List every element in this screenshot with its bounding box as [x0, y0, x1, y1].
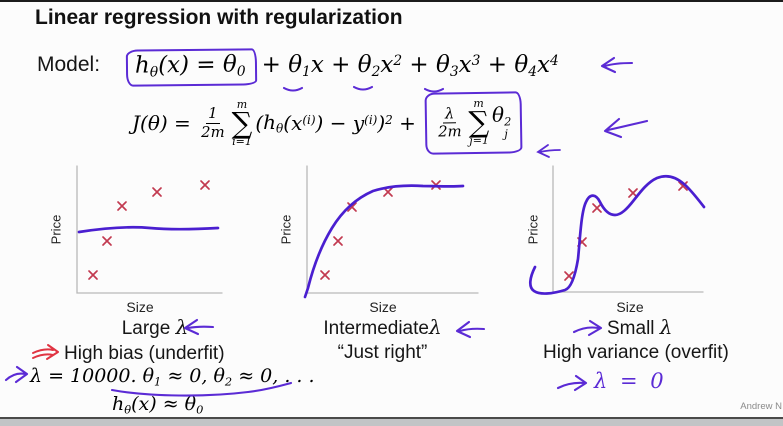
- video-top-edge: [0, 0, 783, 2]
- plot-small-lambda-canvas: [529, 165, 706, 295]
- caption-lambda-value: λ = 10000. θ1 ≈ 0, θ2 ≈ 0, . . .: [30, 365, 315, 389]
- data-point-cross: [592, 203, 602, 213]
- fitted-curve: [529, 174, 706, 295]
- caption-small-lambda: Small λ: [607, 315, 672, 340]
- data-point-cross: [628, 188, 638, 198]
- data-point-cross: [383, 187, 393, 197]
- lambda-symbol: λ: [175, 315, 189, 339]
- caption-just-right: “Just right”: [337, 342, 428, 363]
- caption-large-lambda: Large λ: [95, 315, 215, 340]
- y-axis-label: Price: [48, 214, 64, 245]
- lambda-symbol: λ: [428, 315, 442, 339]
- caption-large-text: Large: [121, 318, 176, 339]
- data-point-cross: [88, 270, 98, 280]
- video-bottom-line: [0, 417, 783, 419]
- x-axis-label: Size: [616, 299, 644, 315]
- lambda-value-arrow: [4, 365, 29, 384]
- plot-large-lambda: Price Size: [48, 160, 235, 315]
- small-lambda-arrow: [572, 319, 603, 337]
- caption-lambda-zero: λ = 0: [594, 369, 667, 393]
- x-axis-label: Size: [369, 299, 397, 315]
- model-polynomial-terms: + θ1x + θ2x2 + θ3x3 + θ4x4: [261, 52, 559, 81]
- cost-regularization-term: λ 2m m ∑ j=1 θ 2 j: [424, 91, 523, 155]
- data-point-cross: [347, 202, 357, 212]
- watermark: Andrew N: [740, 401, 782, 412]
- caption-intermediate-lambda: Intermediateλ: [300, 315, 465, 340]
- plot-intermediate-lambda-canvas: [303, 165, 479, 299]
- cost-main-term: J (θ) = 1 2m m ∑ i=1(hθ(x(i)) − y(i))2 +: [132, 97, 416, 149]
- data-point-cross: [102, 236, 112, 246]
- caption-small-text: Small: [607, 318, 660, 339]
- data-point-cross: [564, 271, 574, 281]
- data-point-cross: [678, 181, 688, 191]
- caption-high-bias: High bias (underfit): [64, 343, 225, 364]
- model-boxed-term: hθ(x) = θ0: [125, 48, 257, 87]
- plot-intermediate-lambda: Price Size: [278, 160, 490, 315]
- plot-small-lambda: Price Size: [518, 160, 763, 315]
- model-equation-arrow: [600, 56, 634, 74]
- high-bias-arrow: [32, 344, 59, 360]
- lambda-symbol: λ: [659, 315, 673, 339]
- data-point-cross: [200, 180, 210, 190]
- cost-equation-arrow: [603, 117, 649, 139]
- y-axis-label: Price: [525, 214, 541, 245]
- plot-large-lambda-canvas: [76, 165, 223, 294]
- cost-equation: J (θ) = 1 2m m ∑ i=1(hθ(x(i)) − y(i))2 + λ 2m m…: [132, 85, 523, 161]
- fitted-curve: [303, 184, 465, 299]
- y-axis-label: Price: [278, 214, 294, 245]
- sum-limit-arrow: [536, 144, 561, 158]
- model-equation: hθ(x) = θ0 + θ1x + θ2x2 + θ3x3 + θ4x4: [125, 48, 559, 87]
- data-point-cross: [152, 187, 162, 197]
- caption-high-variance: High variance (overfit): [543, 342, 729, 363]
- caption-h-approx: hθ(x) ≈ θ0: [112, 393, 204, 417]
- x-axis-label: Size: [126, 299, 154, 315]
- data-point-cross: [320, 270, 330, 280]
- caption-intermediate-text: Intermediate: [323, 318, 429, 339]
- slide-title: Linear regression with regularization: [35, 6, 403, 29]
- data-point-cross: [117, 201, 127, 211]
- video-bottom-bar: [0, 419, 783, 426]
- lambda-zero-arrow: [556, 374, 588, 392]
- model-label: Model:: [37, 53, 101, 76]
- data-point-cross: [333, 236, 343, 246]
- axis-lines: [76, 165, 223, 294]
- fitted-curve: [77, 225, 220, 234]
